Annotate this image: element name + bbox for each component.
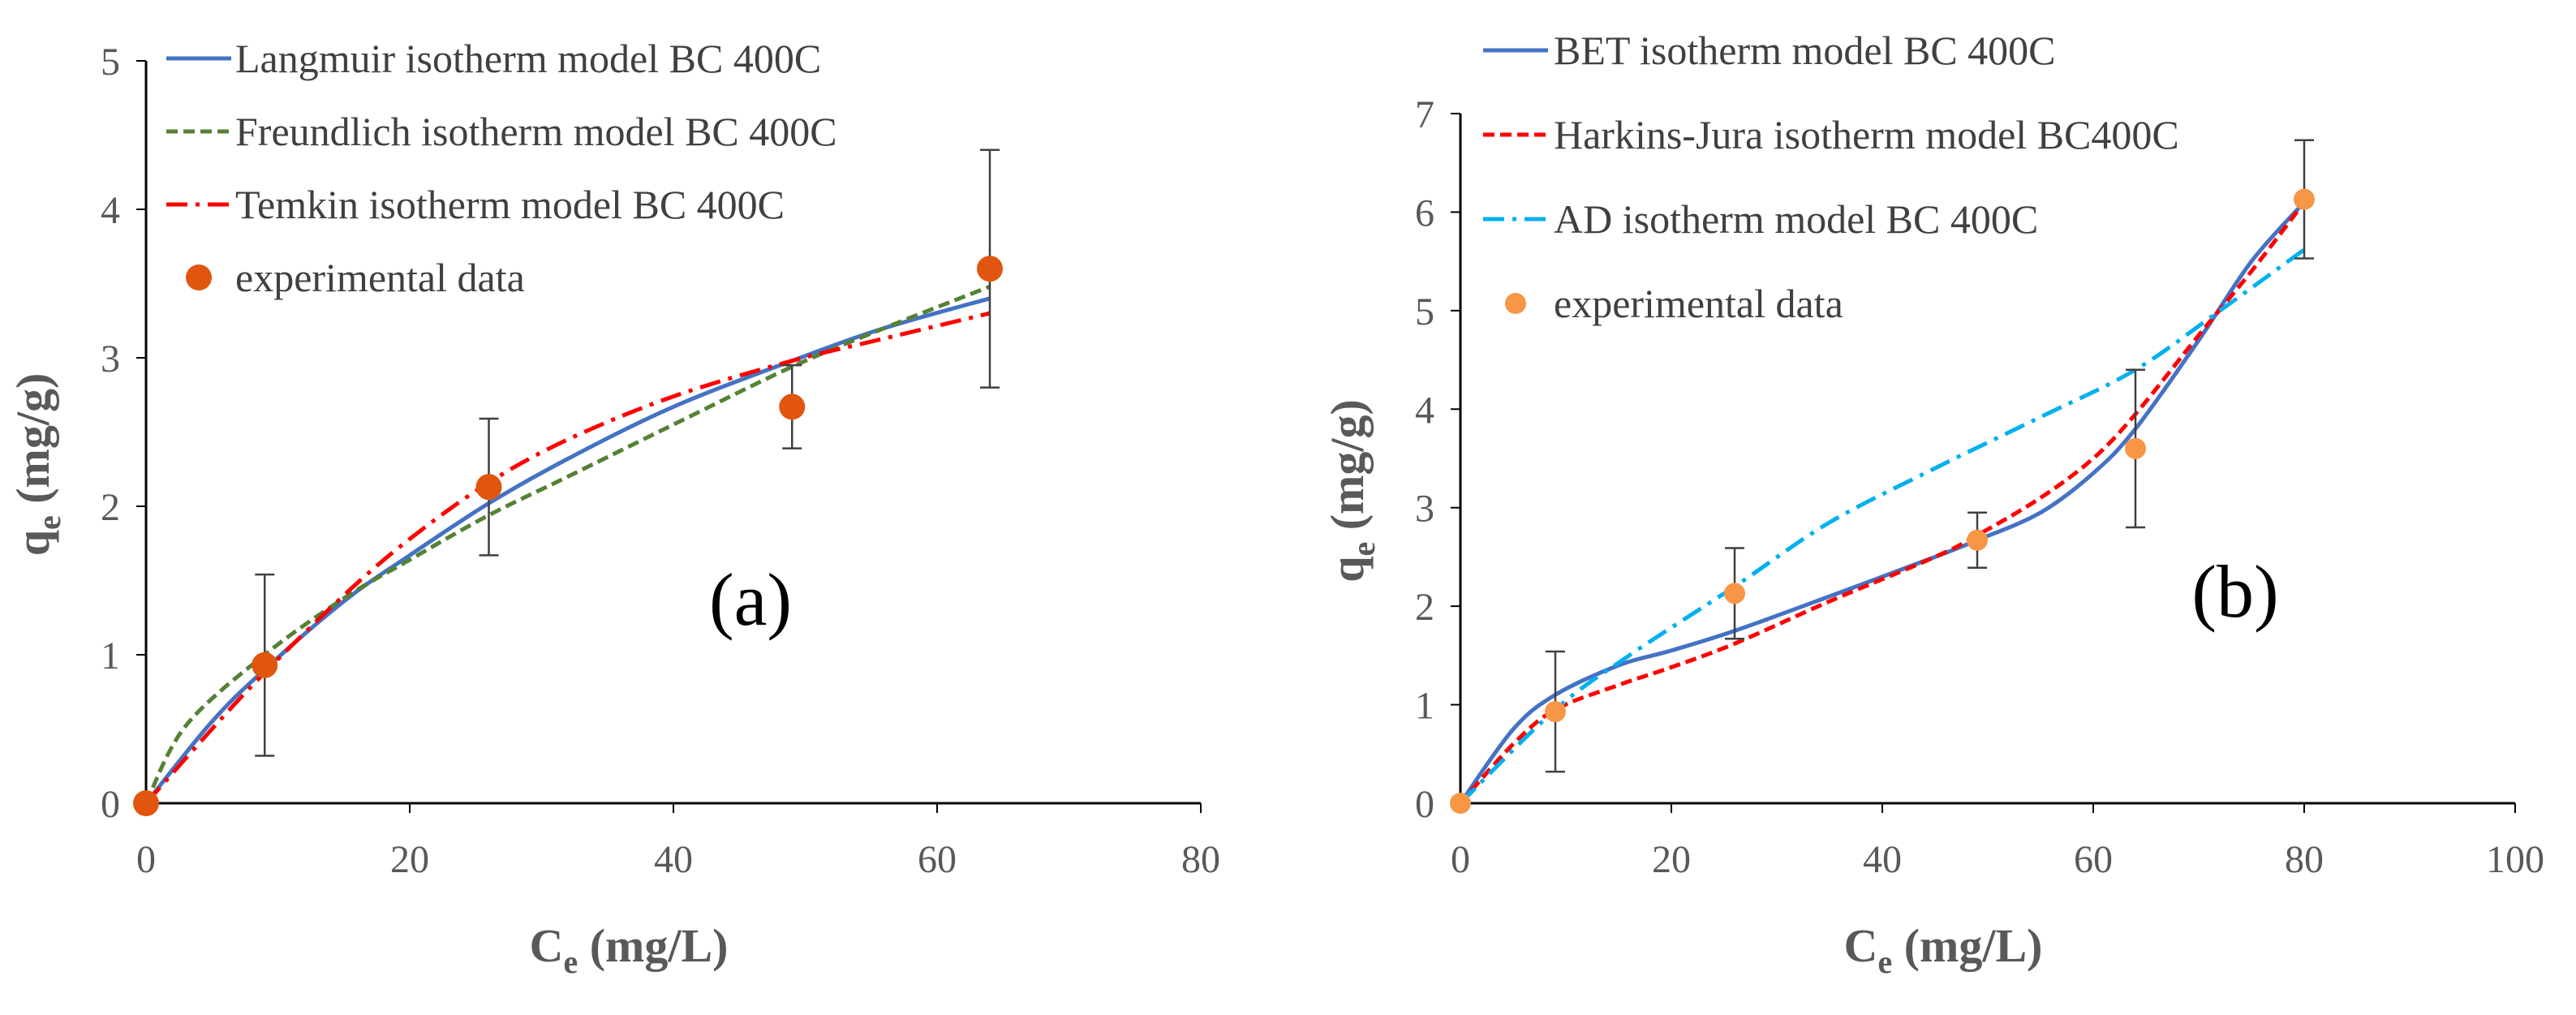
y-tick-label: 3: [1415, 488, 1434, 531]
legend-label: Langmuir isotherm model BC 400C: [235, 36, 821, 81]
y-tick-label: 1: [101, 634, 120, 677]
x-axis-label-symbol: C: [1844, 919, 1878, 972]
x-axis-label-unit: (mg/L): [1892, 919, 2042, 972]
experimental-point: [133, 790, 159, 816]
y-tick-label: 4: [1415, 389, 1434, 432]
y-tick-label: 5: [1415, 290, 1434, 333]
experimental-point: [1967, 529, 1988, 551]
panel-label: (a): [709, 558, 792, 641]
x-tick-label: 20: [390, 838, 429, 881]
experimental-point: [1724, 583, 1745, 604]
legend-label: Freundlich isotherm model BC 400C: [235, 109, 837, 154]
experimental-point: [475, 474, 502, 501]
x-tick-label: 20: [1652, 838, 1691, 881]
experimental-point: [1545, 701, 1566, 723]
x-axis-label-symbol: C: [530, 919, 564, 972]
series-line-1: [1458, 200, 2306, 805]
legend-label: AD isotherm model BC 400C: [1554, 196, 2038, 242]
y-axis-label-subscript: e: [1345, 542, 1382, 557]
y-axis-label-symbol: q: [1321, 557, 1374, 583]
x-axis-label: Ce (mg/L): [530, 919, 729, 980]
series-line-3: [1459, 247, 2306, 805]
experimental-point: [2294, 188, 2315, 210]
experimental-point: [2125, 437, 2146, 459]
series-line-2: [1459, 200, 2306, 805]
y-axis-label-symbol: q: [6, 530, 59, 556]
experimental-point: [252, 652, 278, 678]
legend-swatch-marker: [186, 265, 212, 290]
y-tick-label: 1: [1415, 685, 1434, 728]
series-line-1: [144, 296, 991, 805]
y-tick-label: 3: [101, 338, 120, 381]
legend-label: experimental data: [235, 255, 525, 300]
y-tick-label: 6: [1415, 191, 1434, 234]
x-tick-label: 0: [1451, 838, 1470, 881]
x-tick-label: 80: [1181, 838, 1220, 881]
x-tick-label: 100: [2486, 838, 2544, 881]
y-axis-label: qe (mg/g): [6, 373, 67, 557]
x-axis-label-unit: (mg/L): [578, 919, 728, 972]
experimental-point: [779, 394, 806, 420]
panel-label: (b): [2191, 550, 2278, 633]
y-axis-label-subscript: e: [31, 515, 67, 530]
y-tick-label: 0: [1415, 783, 1434, 826]
legend-label: BET isotherm model BC 400C: [1554, 28, 2056, 73]
legend-label: experimental data: [1554, 281, 1843, 326]
legend-label: Harkins-Jura isotherm model BC400C: [1554, 112, 2179, 157]
y-axis-label-unit: (mg/g): [1321, 399, 1374, 542]
x-tick-label: 40: [654, 838, 693, 881]
x-axis-label-subscript: e: [1877, 944, 1892, 980]
y-axis-label-unit: (mg/g): [6, 373, 59, 516]
series-line-3: [144, 311, 991, 805]
y-tick-label: 5: [101, 41, 120, 84]
x-tick-label: 80: [2285, 838, 2324, 881]
x-tick-label: 40: [1863, 838, 1902, 881]
y-axis-label: qe (mg/g): [1321, 399, 1382, 583]
legend-label: Temkin isotherm model BC 400C: [235, 182, 785, 227]
x-tick-label: 0: [136, 838, 156, 881]
x-axis-label: Ce (mg/L): [1844, 919, 2043, 980]
y-tick-label: 4: [101, 189, 120, 232]
legend: BET isotherm model BC 400C Harkins-Jura i…: [1483, 28, 2179, 326]
experimental-point: [1450, 793, 1471, 814]
legend-swatch-marker: [1505, 293, 1526, 314]
x-tick-label: 60: [918, 838, 957, 881]
x-axis-label-subscript: e: [563, 944, 578, 980]
y-tick-label: 2: [101, 486, 120, 529]
x-tick-label: 60: [2074, 838, 2113, 881]
legend: Langmuir isotherm model BC 400C Freundlic…: [166, 36, 837, 300]
y-tick-label: 7: [1415, 93, 1434, 136]
y-tick-label: 2: [1415, 586, 1434, 629]
series-line-2: [144, 284, 991, 805]
y-tick-label: 0: [101, 783, 120, 826]
experimental-point: [977, 256, 1003, 282]
